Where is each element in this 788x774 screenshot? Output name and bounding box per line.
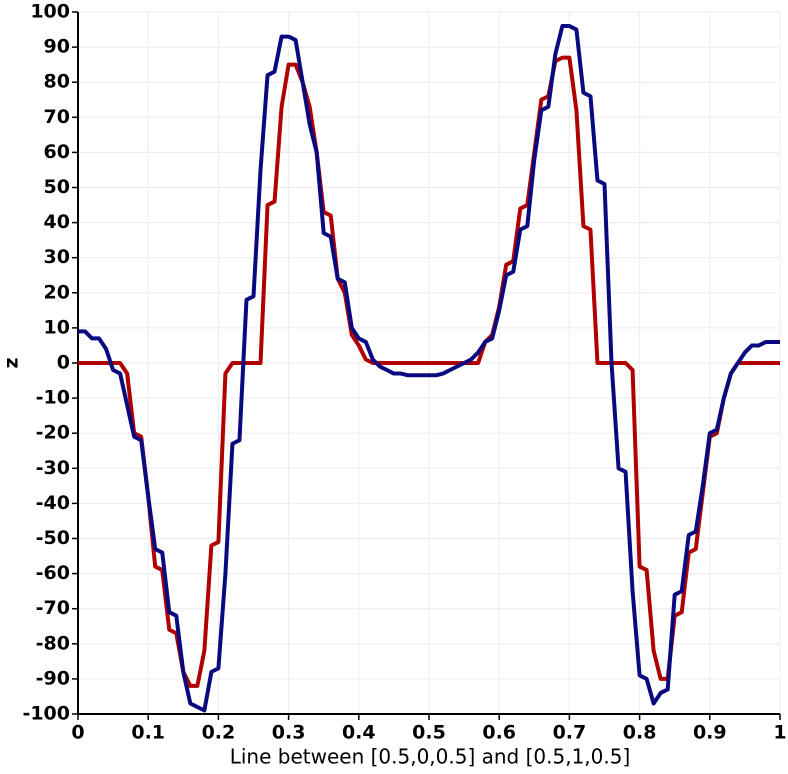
- y-tick-label: 30: [44, 246, 70, 268]
- x-tick-label: 0: [71, 722, 84, 744]
- y-tick-label: -50: [36, 527, 70, 549]
- y-tick-label: -100: [22, 703, 70, 725]
- x-tick-label: 0.1: [131, 722, 165, 744]
- y-tick-label: 0: [57, 352, 70, 374]
- x-tick-label: 0.8: [623, 722, 657, 744]
- y-tick-label: -40: [36, 492, 70, 514]
- data-line: [78, 55, 780, 688]
- y-tick-label: 80: [44, 71, 70, 93]
- y-tick-label: 100: [30, 1, 70, 23]
- y-tick-label: 40: [44, 211, 70, 233]
- x-tick-label: 0.6: [482, 722, 516, 744]
- y-tick-label: 60: [44, 141, 70, 163]
- x-tick-label: 0.3: [272, 722, 306, 744]
- y-tick-label: -80: [36, 632, 70, 654]
- y-tick-label: -30: [36, 457, 70, 479]
- data-line: [78, 24, 780, 713]
- x-tick-label: 0.7: [553, 722, 587, 744]
- x-tick-label: 0.4: [342, 722, 376, 744]
- y-tick-label: 20: [44, 281, 70, 303]
- y-axis-label: z: [1, 357, 23, 368]
- y-tick-label: 70: [44, 106, 70, 128]
- y-tick-label: 90: [44, 36, 70, 58]
- x-tick-label: 0.5: [412, 722, 446, 744]
- y-tick-label: -90: [36, 667, 70, 689]
- y-tick-label: -70: [36, 597, 70, 619]
- x-axis-label: Line between [0.5,0,0.5] and [0.5,1,0.5]: [230, 745, 631, 769]
- y-tick-label: -60: [36, 562, 70, 584]
- y-tick-label: -20: [36, 422, 70, 444]
- x-tick-label: 0.9: [693, 722, 727, 744]
- y-tick-label: -10: [36, 387, 70, 409]
- y-tick-label: 50: [44, 176, 70, 198]
- x-tick-label: 1: [773, 722, 786, 744]
- x-tick-label: 0.2: [202, 722, 236, 744]
- y-tick-label: 10: [44, 316, 70, 338]
